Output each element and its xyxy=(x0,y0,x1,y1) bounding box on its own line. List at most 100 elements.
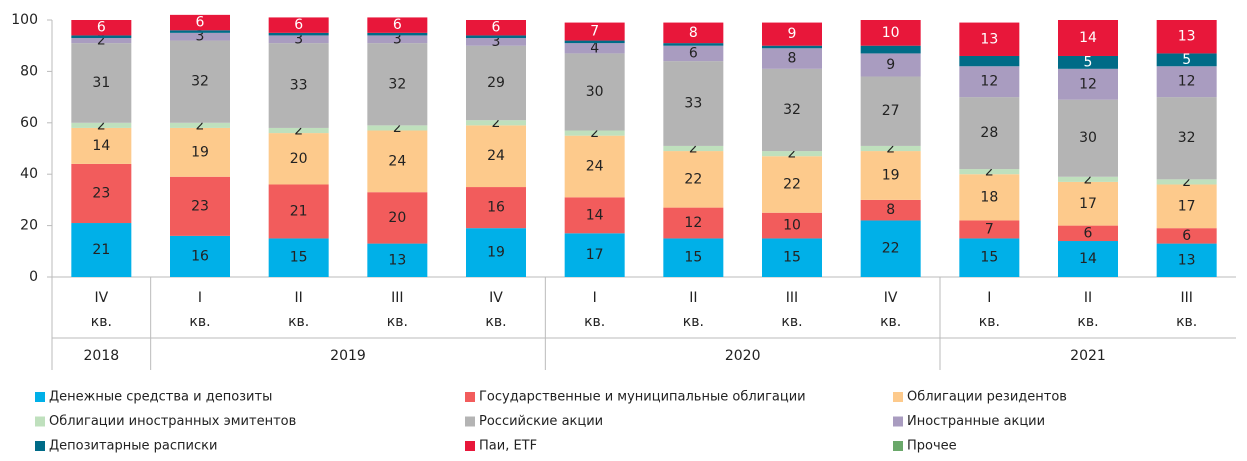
legend-swatch xyxy=(35,392,45,402)
bar-segment xyxy=(860,199,921,221)
x-tick-suffix: кв. xyxy=(781,314,802,330)
bar-segment xyxy=(367,43,428,126)
data-label: 2 xyxy=(689,141,698,157)
bar-segment xyxy=(564,135,625,198)
bar-segment xyxy=(1156,53,1217,67)
data-label: 10 xyxy=(783,218,801,234)
data-label: 23 xyxy=(92,185,110,201)
data-label: 14 xyxy=(586,207,604,223)
bar-segment xyxy=(170,127,230,177)
bar-segment xyxy=(466,120,526,126)
bar-segment xyxy=(564,43,625,54)
data-label: 22 xyxy=(783,176,801,192)
bar-segment xyxy=(564,53,625,131)
data-label: 22 xyxy=(684,171,702,187)
legend-swatch xyxy=(893,441,903,451)
y-tick-label: 100 xyxy=(11,12,38,28)
bar-segment xyxy=(1058,176,1118,182)
bar-segment xyxy=(1058,241,1118,277)
data-label: 32 xyxy=(783,102,801,118)
data-label: 15 xyxy=(684,250,702,266)
x-tick-label: I xyxy=(198,290,202,306)
bar-segment xyxy=(959,55,1020,67)
data-label: 6 xyxy=(689,45,698,61)
bar-segment xyxy=(268,35,329,44)
legend-swatch xyxy=(465,416,475,427)
bar-segment xyxy=(959,97,1020,170)
data-label: 3 xyxy=(492,34,501,50)
bar-segment xyxy=(860,53,921,77)
data-label: 13 xyxy=(388,252,406,268)
data-label: 2 xyxy=(492,115,501,131)
data-label: 20 xyxy=(290,151,308,167)
data-label: 12 xyxy=(1079,76,1097,92)
bar-segment xyxy=(564,40,625,44)
x-tick-suffix: кв. xyxy=(387,314,408,330)
data-label: 13 xyxy=(980,31,998,47)
bar-segment xyxy=(860,76,921,146)
bar-segment xyxy=(959,220,1020,239)
bar-segment xyxy=(466,125,526,188)
x-tick-label: I xyxy=(593,290,597,306)
x-tick-suffix: кв. xyxy=(189,314,210,330)
bar-segment xyxy=(1156,179,1217,185)
data-label: 6 xyxy=(294,17,303,33)
bar-segment xyxy=(860,20,921,46)
bar-segment xyxy=(268,133,329,185)
bar-segment xyxy=(564,197,625,234)
y-tick-label: 60 xyxy=(20,115,38,131)
data-label: 17 xyxy=(586,247,604,263)
data-label: 6 xyxy=(492,20,501,36)
group-label: 2019 xyxy=(330,348,366,364)
data-label: 5 xyxy=(1182,52,1191,68)
bar-segment xyxy=(367,243,428,277)
data-label: 8 xyxy=(886,202,895,218)
bar-segment xyxy=(564,130,625,136)
data-label: 2 xyxy=(886,141,895,157)
bar-segment xyxy=(1156,243,1217,277)
data-label: 21 xyxy=(290,203,308,219)
data-label: 2 xyxy=(196,117,205,133)
bar-segment xyxy=(564,22,625,41)
bar-segment xyxy=(762,68,822,152)
data-label: 27 xyxy=(882,103,900,119)
data-label: 2 xyxy=(788,146,797,162)
bar-segment xyxy=(1058,68,1118,100)
bar-segment xyxy=(663,151,724,208)
group-label: 2020 xyxy=(725,348,761,364)
data-label: 30 xyxy=(1079,130,1097,146)
data-label: 7 xyxy=(590,24,599,40)
bar-segment xyxy=(71,122,132,128)
bar-segment xyxy=(1058,181,1118,226)
bar-segment xyxy=(762,151,822,157)
bar-segment xyxy=(663,45,724,62)
bar-segment xyxy=(268,32,329,36)
data-label: 2 xyxy=(985,164,994,180)
data-label: 15 xyxy=(290,250,308,266)
x-tick-suffix: кв. xyxy=(91,314,112,330)
bar-segment xyxy=(71,163,132,224)
bar-segment xyxy=(1058,20,1118,56)
bar-segment xyxy=(71,37,132,44)
x-tick-label: III xyxy=(1180,290,1192,306)
data-label: 22 xyxy=(882,241,900,257)
data-label: 4 xyxy=(590,40,599,56)
legend-label: Денежные средства и депозиты xyxy=(49,390,272,405)
data-label: 3 xyxy=(196,29,205,45)
data-label: 3 xyxy=(294,31,303,47)
data-label: 17 xyxy=(1079,196,1097,212)
bar-segment xyxy=(1156,66,1217,98)
bar-segment xyxy=(367,125,428,131)
bar-segment xyxy=(170,235,230,277)
x-tick-label: II xyxy=(1084,290,1092,306)
legend-label: Российские акции xyxy=(479,414,603,429)
data-label: 6 xyxy=(1182,228,1191,244)
data-label: 14 xyxy=(92,138,110,154)
data-label: 3 xyxy=(393,31,402,47)
data-label: 2 xyxy=(1084,171,1093,187)
data-label: 7 xyxy=(985,221,994,237)
x-tick-suffix: кв. xyxy=(683,314,704,330)
bar-segment xyxy=(170,176,230,236)
x-tick-label: IV xyxy=(884,290,898,306)
